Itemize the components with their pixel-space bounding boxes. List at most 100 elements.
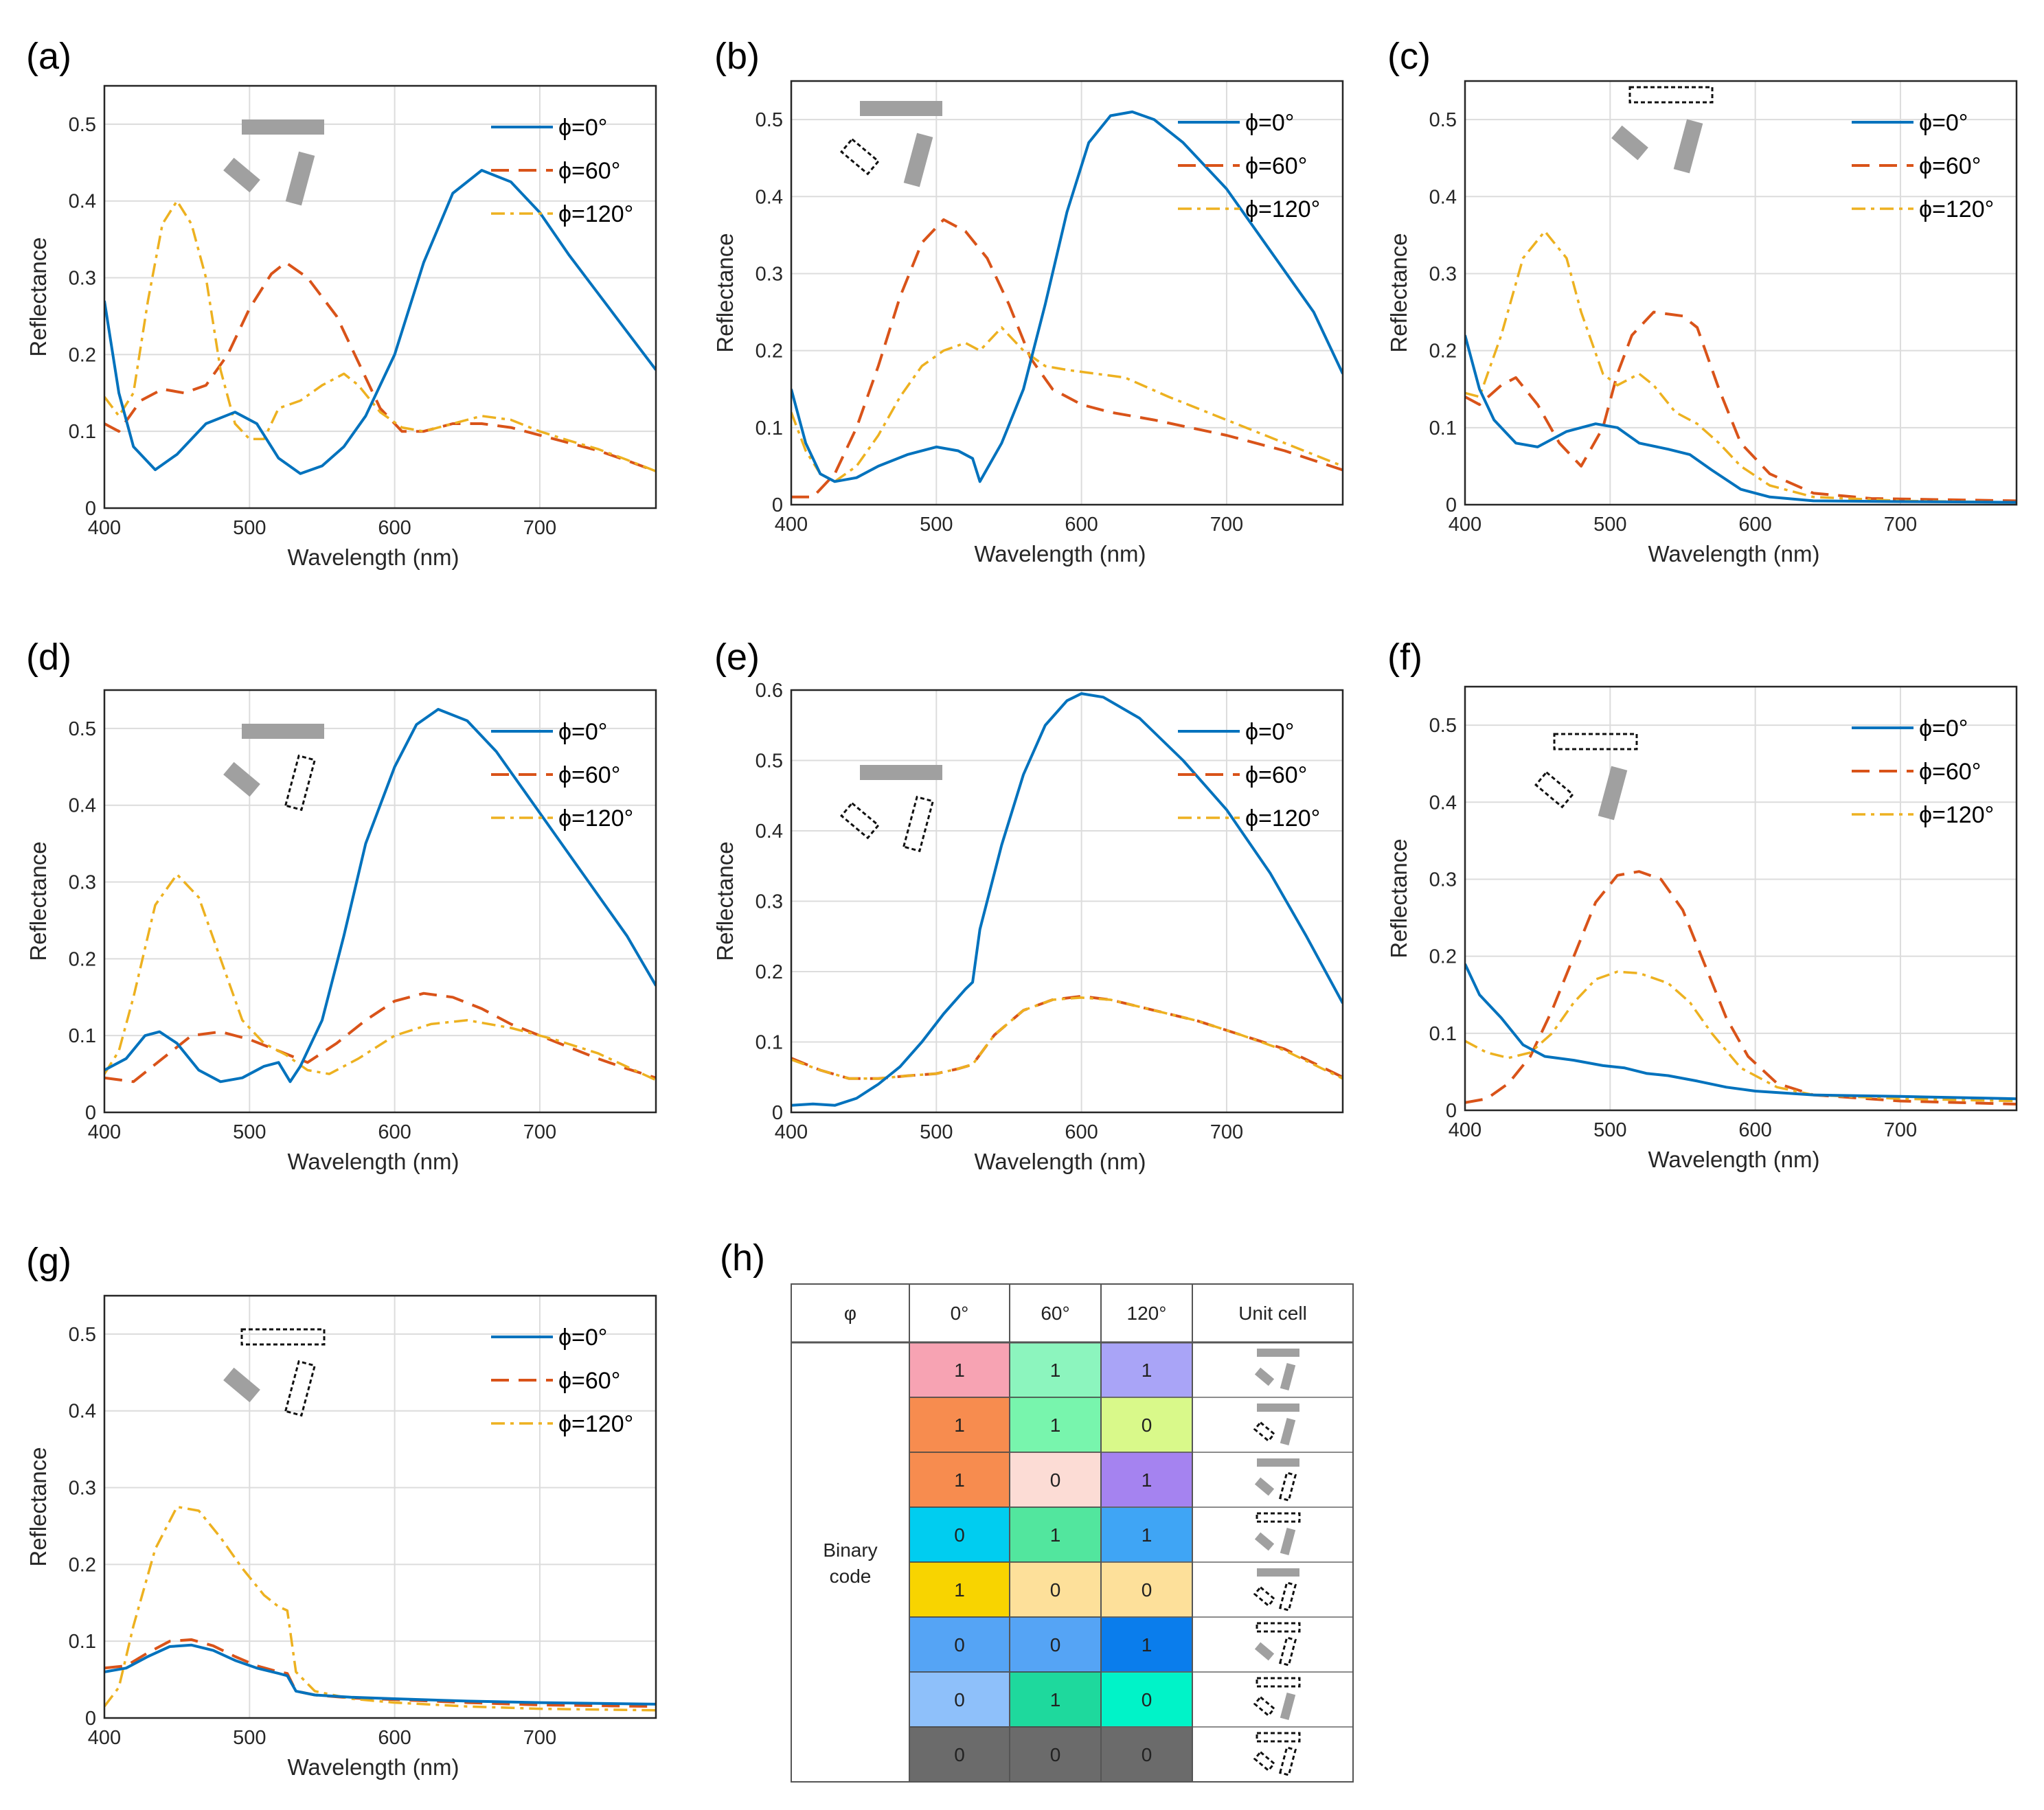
legend-label: ϕ=60° [1919,759,1981,785]
x-tick-label: 600 [378,517,411,539]
table-cell-value: 1 [1142,1469,1152,1491]
legend-label: ϕ=0° [558,1325,607,1351]
legend-label: ϕ=60° [558,158,620,184]
y-tick-label: 0.4 [69,1401,96,1423]
table-cell-value: 0 [1050,1579,1061,1601]
y-tick-label: 0.3 [69,872,96,894]
table-cell [1009,1561,1102,1618]
legend-label: ϕ=120° [558,201,633,227]
rod-120deg [284,754,317,812]
table-cell [909,1452,1010,1508]
y-tick-label: 0.5 [69,718,96,740]
unit-cell-icon [223,724,324,812]
row-label: Binary [823,1539,877,1561]
rod-60deg [223,761,260,797]
panel-label: (f) [1387,637,1422,678]
series-line-phi120 [1465,230,2017,504]
chart-panel-e: (e) 400 500 600 700 0 0.1 0.2 0.3 0.4 0.5 0.6 Wavele… [712,637,1344,1174]
table-cell [909,1616,1010,1673]
legend-label: ϕ=0° [1919,715,1968,742]
x-tick-label: 600 [378,1121,411,1143]
legend-label: ϕ=60° [1245,762,1307,788]
series-line-phi0 [104,708,656,1084]
rod-60deg [1253,1750,1276,1772]
table-cell-value: 1 [1050,1360,1061,1381]
rod-60deg [1611,125,1648,161]
series-line-phi120 [104,873,656,1081]
y-tick-label: 0 [1446,494,1457,516]
table-cell-value: 0 [1142,1689,1152,1710]
table-unit-cell-icon [1253,1404,1299,1446]
rod-120deg [1278,1581,1297,1612]
x-tick-label: 600 [1065,514,1098,536]
unit-cell-icon [1611,86,1714,174]
y-tick-label: 0.4 [69,795,96,817]
rod-0deg [1628,86,1714,104]
table-cell [909,1561,1010,1618]
x-tick-label: 400 [775,514,808,536]
y-tick-label: 0 [85,1708,96,1730]
rod-0deg [242,724,324,739]
table-unit-cell-icon [1253,1732,1301,1776]
plot-area [104,690,656,1112]
table-cell-value: 0 [1142,1744,1152,1765]
y-axis-label: Reflectance [712,841,738,961]
x-tick-label: 500 [233,1121,266,1143]
axes-box [103,689,657,1114]
y-tick-label: 0.3 [756,891,783,913]
rod-0deg [1256,1622,1301,1633]
axes-box [103,84,657,509]
y-tick-label: 0.5 [69,1324,96,1346]
table-cell [1100,1671,1193,1728]
table-cell [909,1397,1010,1453]
x-tick-label: 400 [775,1121,808,1143]
x-tick-label: 400 [88,517,121,539]
y-tick-label: 0 [85,1102,96,1124]
y-tick-label: 0.5 [756,751,783,772]
x-axis-label: Wavelength (nm) [287,545,459,570]
y-tick-label: 0.6 [756,680,783,702]
chart-panel-g: (g) 400 500 600 700 0 0.1 0.2 0.3 0.4 0.5 Wavelengt… [25,1241,657,1780]
panel-label: (a) [26,36,71,77]
rod-120deg [1598,766,1628,821]
axes-box [1464,80,2018,506]
axes-box [790,689,1344,1114]
y-tick-label: 0.2 [69,1554,96,1576]
table-cell-value: 1 [954,1360,965,1381]
series-line-phi60 [1465,870,2017,1106]
x-tick-label: 700 [1210,1121,1243,1143]
rod-120deg [1278,1471,1297,1502]
legend-label: ϕ=60° [558,762,620,788]
legend-label: ϕ=60° [1245,153,1307,179]
panel-label: (e) [714,637,760,678]
rod-0deg [1553,733,1638,751]
table-frame [791,1283,1354,1783]
unit-cell-icon [840,765,942,853]
x-tick-label: 500 [1593,514,1626,536]
legend-label: ϕ=60° [1919,153,1981,179]
unit-cell-icon [840,101,942,187]
rod-120deg [902,795,935,853]
rod-120deg [1278,1636,1297,1666]
legend-label: ϕ=120° [1919,196,1994,222]
y-tick-label: 0.4 [69,191,96,213]
y-tick-label: 0.5 [1429,715,1457,737]
legend-label: ϕ=0° [1245,110,1294,136]
axes-box [103,1294,657,1719]
y-tick-label: 0.3 [69,1478,96,1500]
binary-code-table: (h) φ 0° 60° 120° Unit cell Binary code 1 1 1 1 1 0 1 0… [720,1237,1354,1783]
y-tick-label: 0.4 [756,821,783,843]
table-cell-value: 0 [954,1524,965,1546]
y-axis-label: Reflectance [1386,233,1411,352]
series-line-phi0 [1465,334,2017,504]
rod-60deg [1254,1367,1275,1386]
plot-area [1465,81,2017,505]
table-cell-value: 1 [1050,1689,1061,1710]
table-unit-cell-icon [1254,1622,1301,1666]
y-tick-label: 0 [85,498,96,520]
panel-label: (h) [720,1237,765,1279]
y-tick-label: 0.5 [756,109,783,131]
table-cell-value: 1 [954,1414,965,1436]
table-header: φ [844,1303,856,1324]
table-unit-cell-icon [1253,1677,1301,1721]
